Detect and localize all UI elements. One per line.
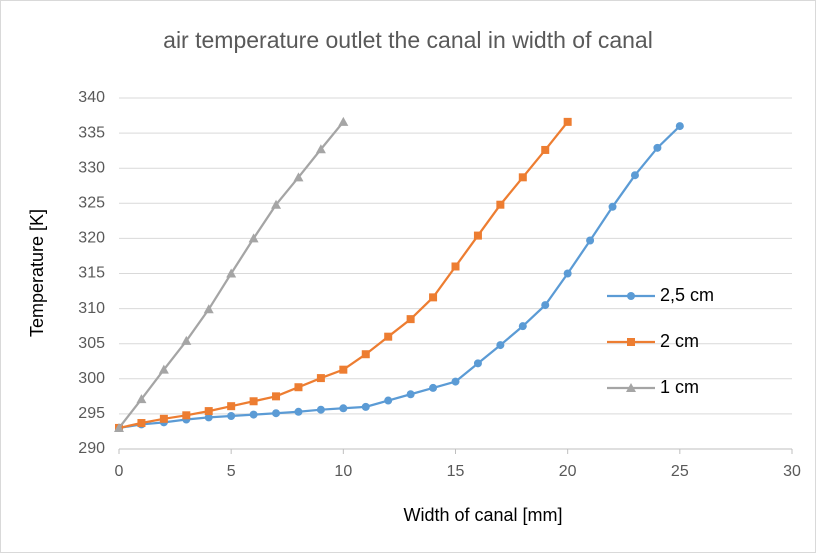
- marker: [136, 394, 147, 404]
- marker: [249, 410, 258, 419]
- marker: [496, 341, 505, 350]
- marker: [429, 383, 438, 392]
- marker: [203, 304, 214, 314]
- marker: [158, 364, 169, 374]
- x-tick-label: 0: [115, 463, 124, 480]
- y-tick-label: 290: [78, 440, 105, 457]
- marker: [159, 414, 168, 423]
- marker: [541, 301, 550, 310]
- marker: [338, 116, 349, 126]
- y-tick-label: 320: [78, 230, 105, 247]
- marker: [473, 231, 482, 240]
- marker: [272, 409, 281, 418]
- marker: [226, 268, 237, 278]
- marker: [518, 173, 527, 182]
- y-tick-label: 330: [78, 159, 105, 176]
- marker: [227, 412, 236, 421]
- marker: [429, 293, 438, 302]
- marker: [608, 202, 617, 211]
- marker: [541, 145, 550, 154]
- y-axis-title: Temperature [K]: [27, 209, 47, 337]
- marker: [293, 172, 304, 182]
- x-tick-label: 5: [227, 463, 236, 480]
- y-tick-label: 315: [78, 265, 105, 282]
- legend-label: 2 cm: [660, 331, 699, 351]
- marker: [406, 390, 415, 399]
- marker: [339, 404, 348, 413]
- marker: [473, 359, 482, 368]
- marker: [204, 407, 213, 416]
- y-tick-label: 325: [78, 195, 105, 212]
- chart-title: air temperature outlet the canal in widt…: [163, 27, 653, 53]
- x-tick-label: 25: [671, 463, 689, 480]
- marker: [204, 413, 213, 422]
- marker: [653, 143, 662, 152]
- marker: [384, 396, 393, 405]
- legend-marker: [627, 338, 635, 346]
- marker: [294, 383, 303, 392]
- x-tick-label: 10: [334, 463, 352, 480]
- marker: [315, 144, 326, 154]
- marker: [630, 171, 639, 180]
- x-tick-label: 15: [447, 463, 465, 480]
- x-axis-title: Width of canal [mm]: [403, 505, 562, 525]
- legend-label: 1 cm: [660, 377, 699, 397]
- y-tick-label: 300: [78, 370, 105, 387]
- marker: [496, 200, 505, 209]
- x-tick-label: 20: [559, 463, 577, 480]
- marker: [339, 365, 348, 374]
- y-tick-label: 335: [78, 124, 105, 141]
- marker: [316, 405, 325, 414]
- y-tick-label: 310: [78, 300, 105, 317]
- marker: [114, 422, 124, 432]
- legend-marker: [627, 292, 635, 300]
- marker: [406, 315, 415, 324]
- marker: [181, 335, 192, 345]
- y-tick-label: 305: [78, 335, 105, 352]
- marker: [384, 332, 393, 341]
- y-tick-label: 295: [78, 405, 105, 422]
- marker: [249, 397, 258, 406]
- marker: [182, 411, 191, 420]
- marker: [294, 407, 303, 416]
- marker: [563, 269, 572, 278]
- legend-marker: [626, 383, 636, 392]
- marker: [248, 233, 259, 243]
- x-tick-label: 30: [783, 463, 801, 480]
- marker: [137, 419, 146, 428]
- marker: [518, 322, 527, 331]
- marker: [451, 377, 460, 386]
- marker: [227, 402, 236, 411]
- marker: [271, 199, 282, 209]
- y-tick-label: 340: [78, 89, 105, 106]
- marker: [451, 262, 460, 271]
- marker: [675, 122, 684, 131]
- marker: [361, 350, 370, 359]
- marker: [361, 402, 370, 411]
- legend-label: 2,5 cm: [660, 285, 714, 305]
- marker: [272, 392, 281, 401]
- marker: [563, 117, 572, 126]
- marker: [316, 374, 325, 383]
- marker: [586, 236, 595, 245]
